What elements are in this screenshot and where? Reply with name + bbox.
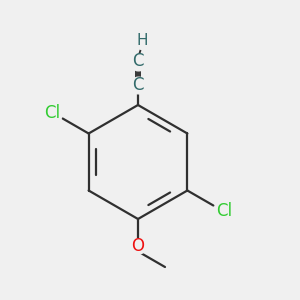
Text: Cl: Cl xyxy=(216,202,232,220)
Text: C: C xyxy=(132,52,144,70)
Text: C: C xyxy=(132,76,144,94)
Text: O: O xyxy=(131,237,145,255)
Text: H: H xyxy=(137,33,148,48)
Text: Cl: Cl xyxy=(44,103,60,122)
